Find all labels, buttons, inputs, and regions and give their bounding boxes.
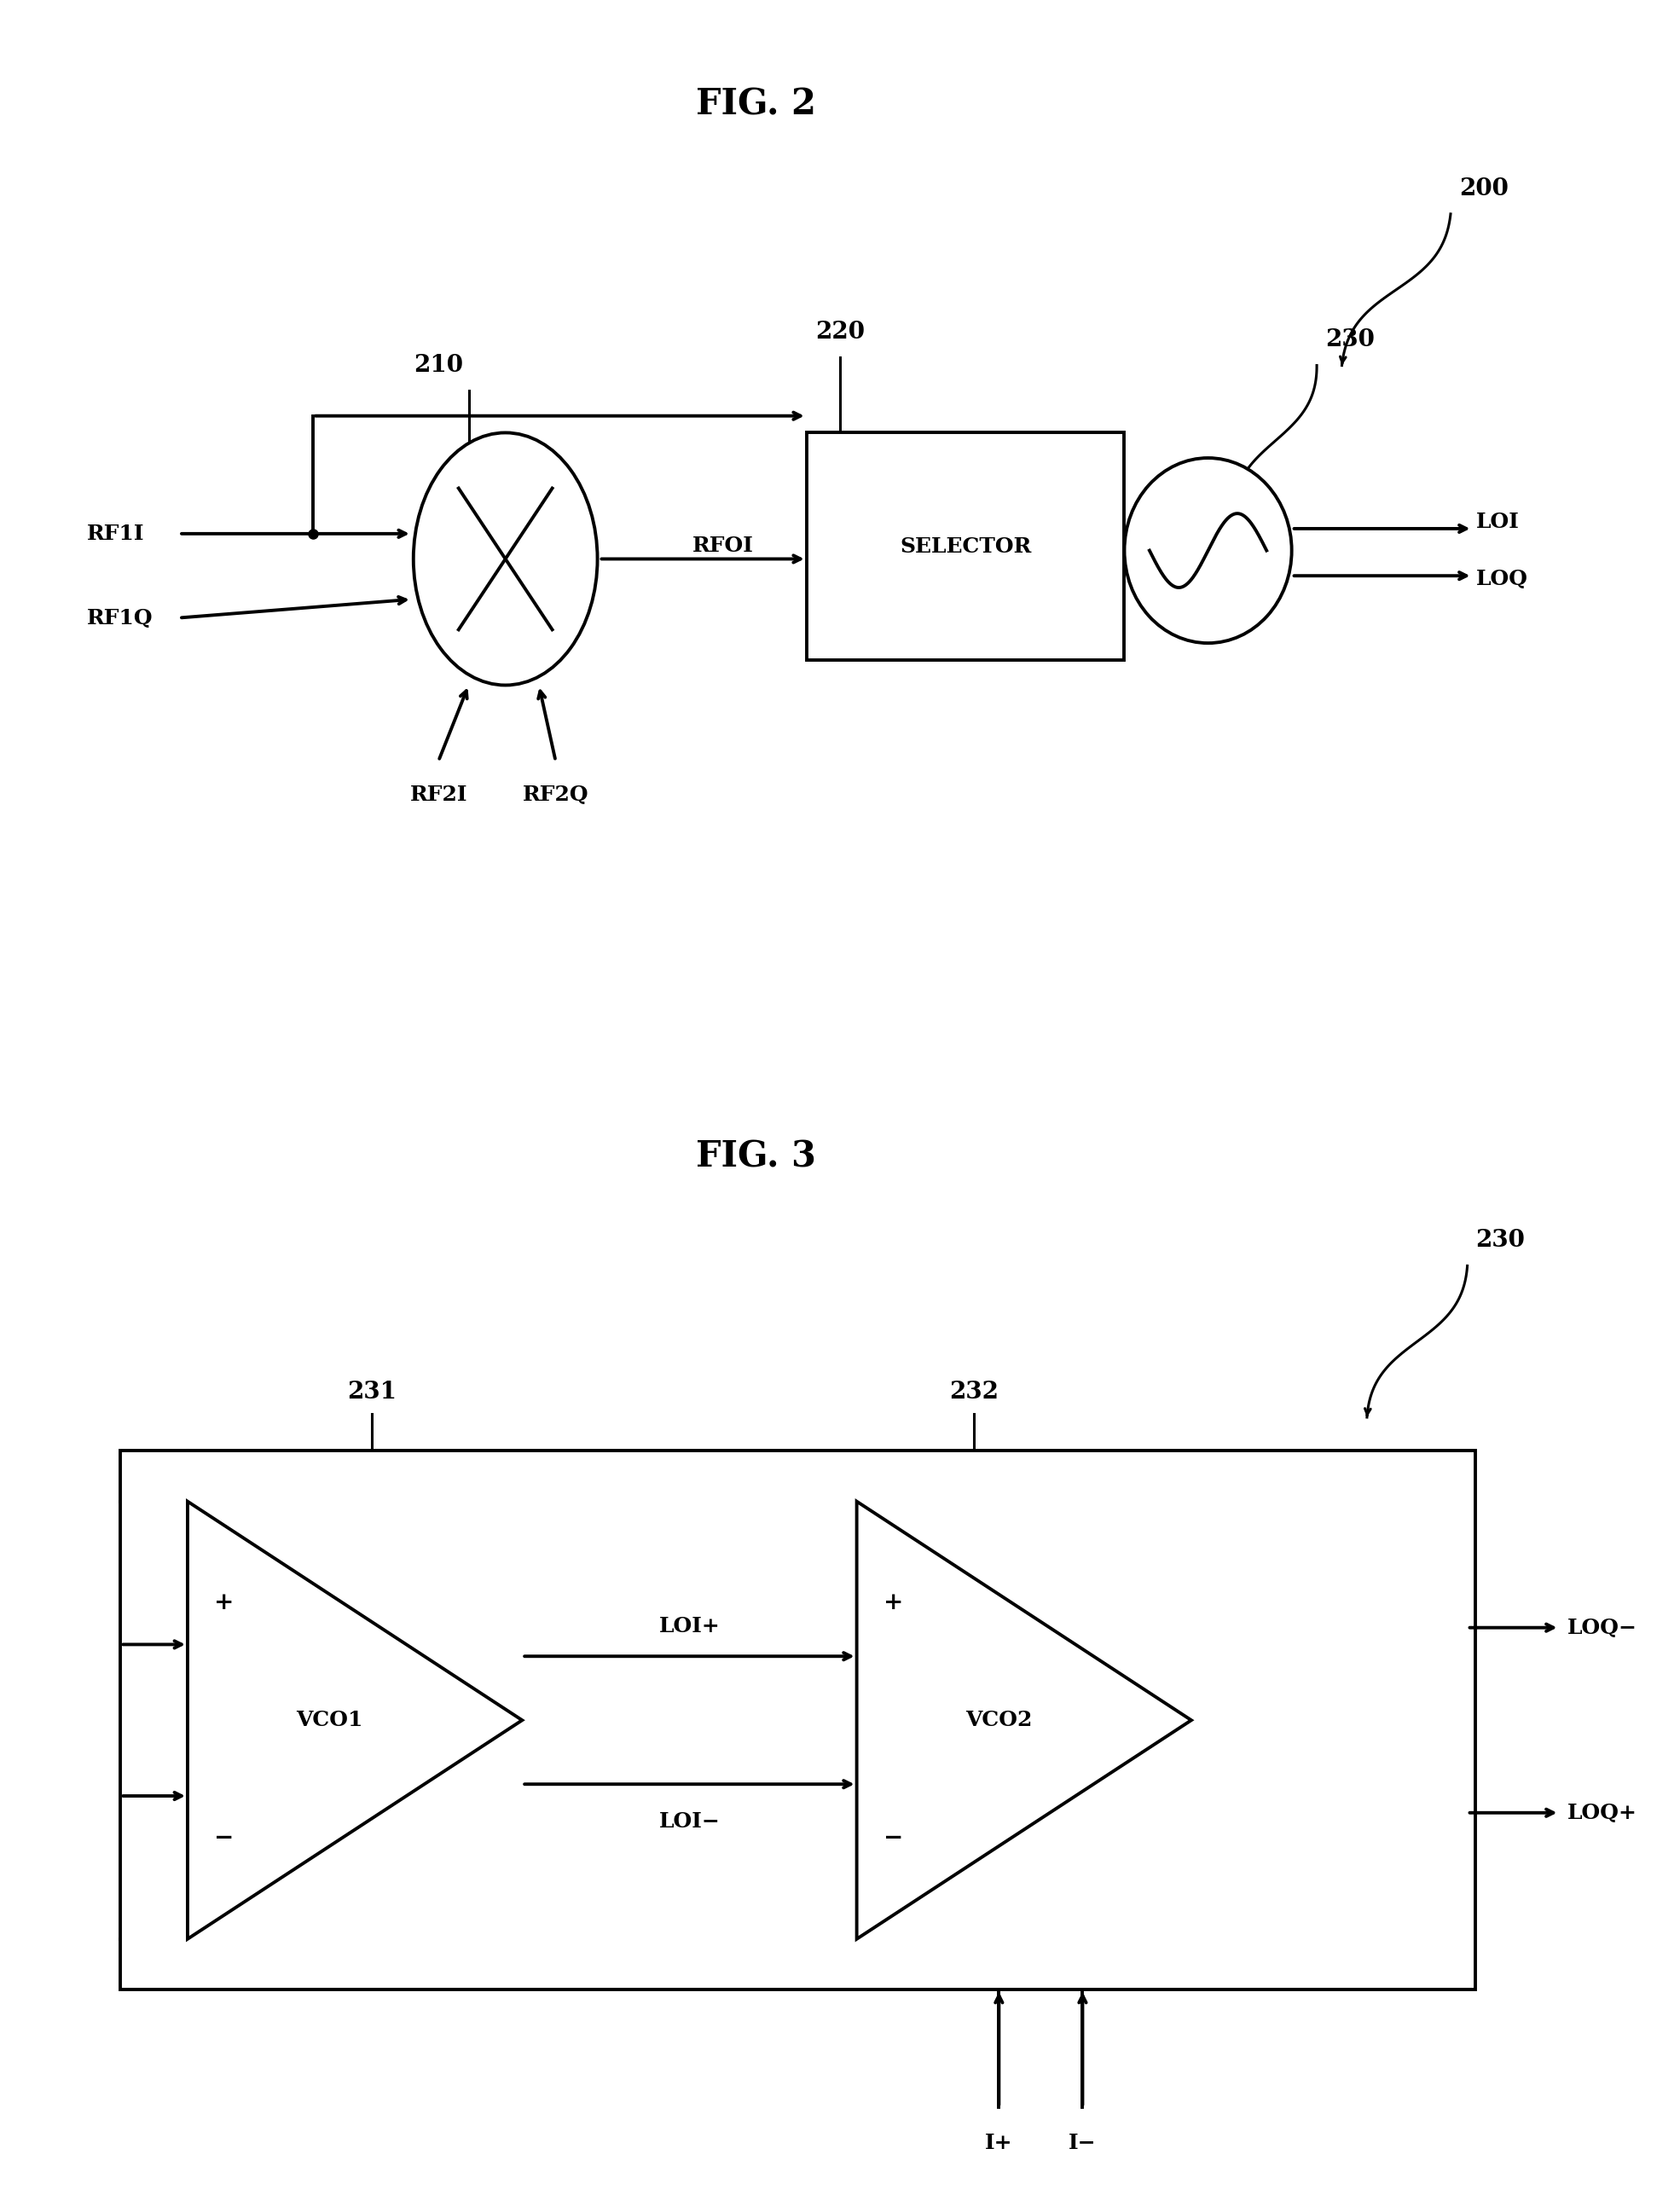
Text: RF1I: RF1I — [87, 522, 144, 544]
Text: VCO2: VCO2 — [966, 1710, 1032, 1730]
Text: 220: 220 — [815, 320, 865, 342]
Text: 210: 210 — [413, 353, 464, 378]
Text: 231: 231 — [346, 1381, 396, 1403]
Text: I: I — [1094, 529, 1104, 549]
Bar — [121, 1451, 1475, 1989]
Text: LOQ: LOQ — [1475, 569, 1527, 590]
Polygon shape — [857, 1501, 1191, 1938]
Text: 230: 230 — [1475, 1229, 1525, 1251]
Text: −: − — [215, 1826, 234, 1850]
Text: FIG. 2: FIG. 2 — [696, 86, 816, 123]
Text: FIG. 3: FIG. 3 — [696, 1139, 816, 1174]
Text: I−: I− — [1068, 2134, 1097, 2153]
Text: LOQ+: LOQ+ — [1567, 1802, 1638, 1824]
Text: I+: I+ — [984, 2134, 1013, 2153]
Text: 200: 200 — [1458, 178, 1509, 200]
Text: LOI+: LOI+ — [659, 1616, 721, 1635]
Ellipse shape — [413, 432, 598, 685]
Text: VCO1: VCO1 — [296, 1710, 363, 1730]
Text: −: − — [884, 1826, 904, 1850]
Text: RF2Q: RF2Q — [522, 784, 588, 806]
Ellipse shape — [1124, 459, 1292, 643]
Text: LOI−: LOI− — [659, 1811, 721, 1831]
Text: RFOI: RFOI — [692, 536, 754, 555]
Text: 232: 232 — [949, 1381, 998, 1403]
Text: SELECTOR: SELECTOR — [900, 536, 1032, 558]
Polygon shape — [188, 1501, 522, 1938]
Text: 230: 230 — [1326, 329, 1374, 351]
Text: +: + — [884, 1591, 904, 1613]
Text: LOI: LOI — [1475, 511, 1519, 531]
Bar — [806, 432, 1124, 661]
Text: +: + — [215, 1591, 234, 1613]
Text: LOQ−: LOQ− — [1567, 1618, 1638, 1637]
Text: RF1Q: RF1Q — [87, 608, 153, 628]
Text: RF2I: RF2I — [410, 784, 467, 806]
